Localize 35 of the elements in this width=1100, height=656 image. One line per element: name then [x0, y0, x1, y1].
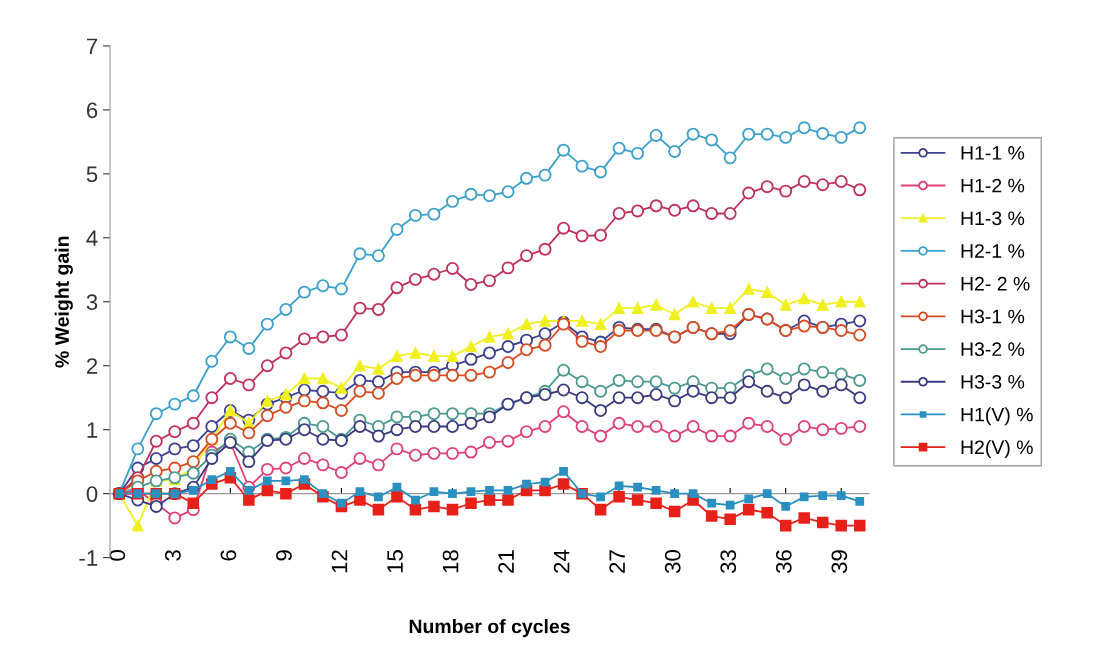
y-tick-label: 3	[86, 294, 98, 311]
y-tick-label: 6	[86, 102, 98, 119]
x-tick-label: 39	[831, 550, 848, 574]
y-tick-label: 1	[87, 422, 98, 438]
legend-label: H1-3 %	[961, 211, 1025, 226]
y-tick-label: 7	[86, 38, 98, 54]
x-tick-label: 9	[276, 550, 292, 561]
x-tick-label: 3	[165, 550, 181, 561]
x-tick-label: 21	[498, 550, 514, 573]
x-tick-label: 15	[387, 550, 403, 573]
x-tick-label: 27	[609, 550, 625, 573]
y-tick-label: 2	[86, 358, 98, 374]
y-tick-label: 5	[86, 166, 98, 183]
legend-label: H2(V) %	[961, 439, 1033, 459]
legend-label: H1-2 %	[961, 178, 1025, 193]
legend-label: H3-1 %	[961, 309, 1025, 324]
x-tick-label: 18	[442, 550, 459, 573]
x-tick-label: 0	[109, 550, 126, 561]
x-tick-label: 33	[720, 550, 737, 574]
legend-label: H3-3 %	[961, 374, 1025, 389]
x-tick-label: 36	[775, 550, 792, 574]
legend-label: H3-2 %	[961, 342, 1025, 357]
y-tick-label: 0	[86, 486, 98, 502]
y-tick-label: -1	[79, 550, 98, 566]
x-tick-label: 6	[220, 550, 237, 561]
legend-label: H1(V) %	[961, 407, 1033, 426]
x-axis-title: Number of cycles	[409, 619, 570, 638]
y-tick-label: 4	[86, 230, 98, 246]
legend-label: H1-1 %	[961, 146, 1025, 160]
legend-label: H2-1 %	[961, 244, 1025, 258]
x-tick-label: 30	[664, 550, 681, 574]
x-tick-label: 24	[553, 549, 570, 573]
x-tick-label: 12	[331, 550, 348, 573]
legend-label: H2- 2 %	[961, 276, 1030, 291]
y-axis-title: % Weight gain	[54, 236, 73, 368]
